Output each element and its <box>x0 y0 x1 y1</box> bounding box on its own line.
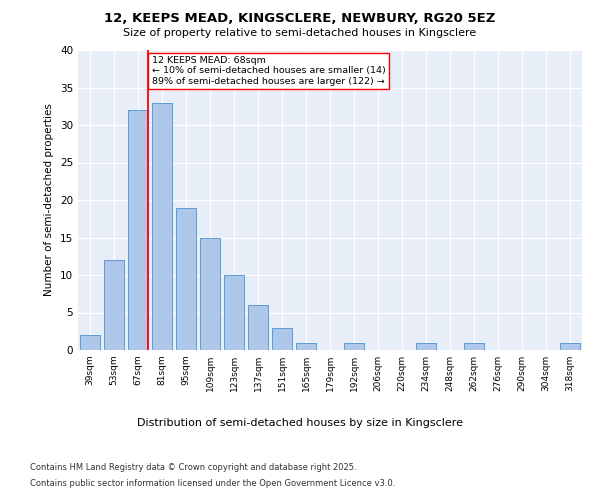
Bar <box>104 260 124 350</box>
Bar <box>248 305 268 350</box>
Bar <box>200 238 220 350</box>
Text: 12, KEEPS MEAD, KINGSCLERE, NEWBURY, RG20 5EZ: 12, KEEPS MEAD, KINGSCLERE, NEWBURY, RG2… <box>104 12 496 26</box>
Text: Contains HM Land Registry data © Crown copyright and database right 2025.: Contains HM Land Registry data © Crown c… <box>30 462 356 471</box>
Bar <box>224 275 244 350</box>
Text: Size of property relative to semi-detached houses in Kingsclere: Size of property relative to semi-detach… <box>124 28 476 38</box>
Bar <box>464 342 484 350</box>
Bar <box>128 110 148 350</box>
Bar <box>152 102 172 350</box>
Text: Distribution of semi-detached houses by size in Kingsclere: Distribution of semi-detached houses by … <box>137 418 463 428</box>
Bar <box>416 342 436 350</box>
Bar <box>176 208 196 350</box>
Bar <box>560 342 580 350</box>
Y-axis label: Number of semi-detached properties: Number of semi-detached properties <box>44 104 55 296</box>
Bar <box>344 342 364 350</box>
Bar <box>272 328 292 350</box>
Bar <box>296 342 316 350</box>
Text: Contains public sector information licensed under the Open Government Licence v3: Contains public sector information licen… <box>30 479 395 488</box>
Text: 12 KEEPS MEAD: 68sqm
← 10% of semi-detached houses are smaller (14)
89% of semi-: 12 KEEPS MEAD: 68sqm ← 10% of semi-detac… <box>152 56 386 86</box>
Bar <box>80 335 100 350</box>
